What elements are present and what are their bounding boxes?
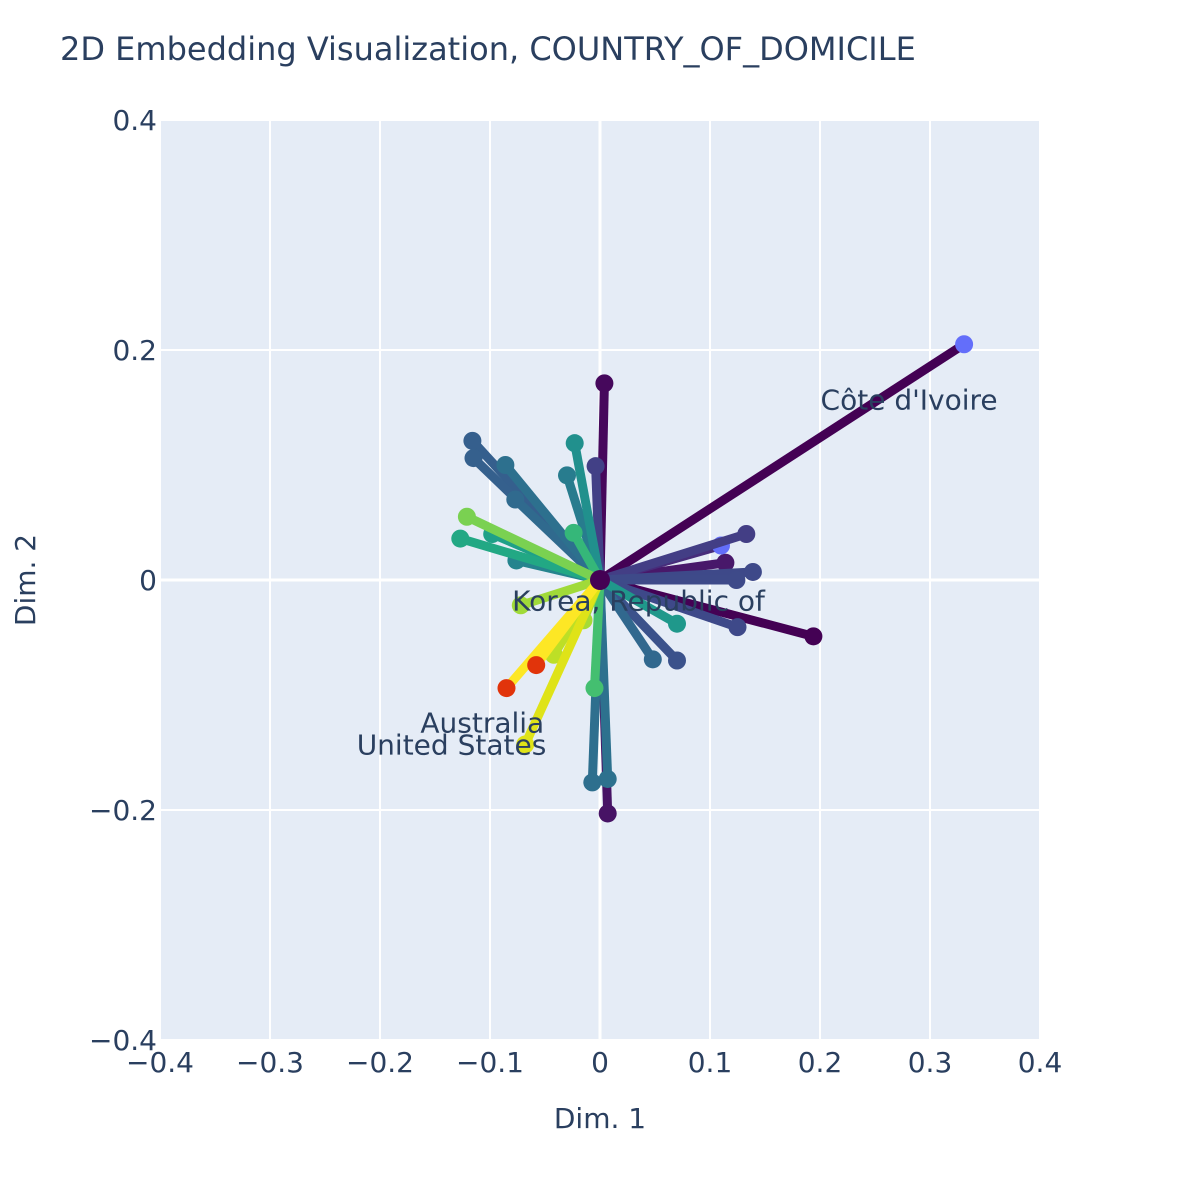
origin-point: [590, 570, 610, 590]
vector-endpoint: [516, 735, 535, 754]
vector-endpoint: [595, 374, 614, 393]
vector-endpoint: [737, 525, 756, 543]
vector-endpoint: [728, 618, 747, 637]
vector-endpoint: [585, 679, 604, 698]
vector-endpoint: [586, 457, 605, 476]
y-axis-title: Dim. 2: [9, 534, 42, 626]
vectors: [451, 335, 974, 823]
x-tick-label: −0.1: [456, 1046, 524, 1079]
x-tick-label: −0.4: [126, 1046, 194, 1079]
vector-endpoint: [643, 650, 662, 669]
y-axis-ticks: −0.4 −0.2 0 0.2 0.4: [89, 104, 157, 1057]
y-tick-label: −0.2: [89, 794, 157, 827]
vector-line: [597, 340, 967, 584]
vector-endpoint: [743, 562, 762, 581]
x-tick-label: 0.1: [688, 1046, 733, 1079]
vector-endpoint: [804, 627, 823, 646]
vector-endpoint: [668, 614, 686, 633]
vector-endpoint: [506, 490, 525, 509]
vector-endpoint: [598, 769, 617, 788]
vector-endpoint: [558, 466, 576, 485]
x-axis-title: Dim. 1: [554, 1102, 646, 1135]
vector-endpoint: [464, 449, 483, 468]
vector-line: [598, 529, 748, 585]
x-axis-ticks: −0.4 −0.3 −0.2 −0.1 0 0.1 0.2 0.3 0.4: [126, 1046, 1062, 1079]
vector-endpoint: [457, 507, 476, 526]
annotations: Côte d'Ivoire Korea, Republic of Australia…: [357, 383, 998, 761]
y-tick-label: 0.4: [112, 104, 157, 137]
vector-line: [590, 579, 605, 689]
vector-endpoint: [598, 804, 617, 823]
point-annotation: Australia: [420, 707, 544, 740]
vector-endpoint: [527, 656, 546, 675]
vector-line: [532, 577, 604, 668]
vector-line: [519, 575, 602, 610]
point-annotation: United States: [357, 728, 547, 761]
chart-title: 2D Embedding Visualization, COUNTRY_OF_D…: [60, 30, 916, 68]
y-tick-label: 0: [139, 564, 157, 597]
vector-endpoint: [511, 596, 530, 615]
vector-endpoint: [583, 773, 602, 792]
x-tick-label: −0.3: [236, 1046, 304, 1079]
vector-line: [570, 442, 605, 581]
vector-line: [596, 577, 657, 662]
x-tick-label: 0.2: [798, 1046, 843, 1079]
vector-endpoint: [463, 431, 482, 450]
vector-endpoint: [496, 456, 515, 474]
vector-endpoint: [451, 529, 470, 548]
y-tick-label: 0.2: [112, 334, 157, 367]
point-annotation: Côte d'Ivoire: [821, 383, 998, 416]
x-tick-label: 0.3: [908, 1046, 953, 1079]
x-tick-label: 0.4: [1018, 1046, 1063, 1079]
vector-endpoint: [497, 679, 516, 698]
vector-endpoint: [727, 571, 746, 589]
vector-endpoint: [668, 651, 686, 670]
vector-line: [597, 576, 680, 628]
y-tick-label: −0.4: [89, 1024, 157, 1057]
point-annotation: Korea, Republic of: [512, 585, 766, 618]
x-tick-label: 0: [591, 1046, 609, 1079]
vector-endpoint: [716, 553, 735, 572]
x-tick-label: −0.2: [346, 1046, 414, 1079]
vector-endpoint: [955, 335, 974, 354]
vector-endpoint: [565, 434, 584, 453]
vector-line: [464, 512, 602, 585]
vector-line: [521, 578, 605, 747]
vector-endpoint: [564, 523, 583, 542]
